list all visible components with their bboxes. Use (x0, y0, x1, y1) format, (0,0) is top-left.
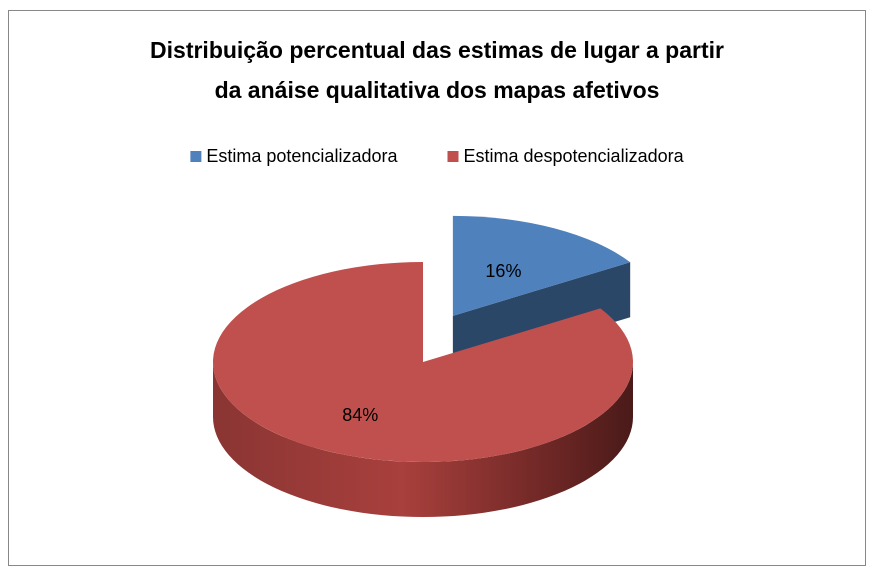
legend-swatch (447, 151, 459, 162)
legend-swatch (190, 151, 202, 162)
legend-label: Estima despotencializadora (463, 146, 684, 166)
data-label: 16% (485, 261, 521, 281)
pie-slice (213, 262, 633, 463)
pie-slice (452, 215, 631, 316)
chart-title: Distribuição percentual das estimas de l… (150, 37, 724, 103)
legend-label: Estima potencializadora (206, 146, 398, 166)
data-label: 84% (342, 405, 378, 425)
slice-side (213, 362, 633, 517)
